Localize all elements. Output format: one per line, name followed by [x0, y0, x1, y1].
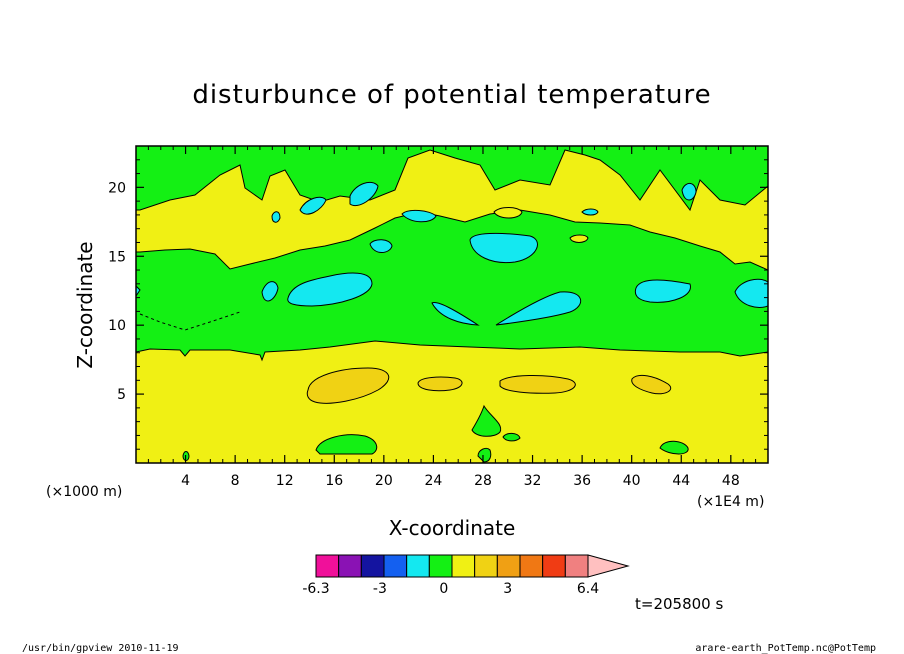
- plot-frame: [135, 145, 769, 464]
- colorbar-arrow: [587, 554, 630, 578]
- contour-region-zero-wave: [136, 146, 768, 212]
- y-tick-label: 10: [108, 318, 126, 334]
- contour-cell-green: [471, 404, 502, 437]
- y-ticks: 5 10 15 20: [108, 159, 768, 450]
- x-tick-label: 16: [325, 473, 343, 489]
- contour-cell-green: [659, 440, 689, 455]
- colorbar-tick-label: 6.4: [577, 581, 599, 597]
- colorbar-swatch: [496, 554, 521, 578]
- contour-cell-cyan: [369, 239, 393, 253]
- contour-cell-cyan: [271, 211, 281, 223]
- x-unit-right: (×1E4 m): [697, 494, 764, 510]
- colorbar-swatch: [474, 554, 498, 578]
- x-tick-label: 40: [623, 473, 641, 489]
- contour-cell-cyan: [349, 181, 379, 206]
- x-tick-label: 32: [524, 473, 542, 489]
- contour-cell-cyan: [581, 208, 599, 216]
- colorbar-swatch: [383, 554, 408, 578]
- x-tick-label: 8: [231, 473, 240, 489]
- contour-dashed: [139, 311, 241, 331]
- colorbar-swatch: [519, 554, 544, 578]
- x-tick-label: 48: [722, 473, 740, 489]
- y-tick-label: 15: [108, 249, 126, 265]
- contour-cell-cyan: [634, 279, 691, 303]
- contour-cell-cyan: [431, 302, 480, 326]
- x-ticks: 4 8 12 16 20 24 28 32 36 40 44 48: [147, 146, 757, 489]
- contour-cell-cyan: [401, 209, 437, 223]
- x-tick-label: 28: [474, 473, 492, 489]
- y-tick-label: 5: [117, 387, 126, 403]
- plot-area: [135, 145, 769, 464]
- footer-left: /usr/bin/gpview 2010-11-19: [22, 643, 179, 654]
- colorbar-swatch: [315, 554, 340, 578]
- contour-cell-cyan: [299, 196, 327, 215]
- contour-cell-cyan: [681, 183, 697, 201]
- contour-cell-cyan: [287, 272, 373, 307]
- contour-cell-orange: [306, 367, 390, 404]
- contour-region-lower-positive: [136, 340, 768, 463]
- contour-cell-orange: [417, 376, 463, 392]
- contour-cell-cyan: [469, 232, 538, 264]
- y-tick-label: 20: [108, 180, 126, 196]
- colorbar-swatch: [360, 554, 385, 578]
- contour-cell-cyan: [495, 291, 581, 326]
- x-axis-label: X-coordinate: [389, 516, 516, 540]
- contour-cell-green: [502, 432, 521, 442]
- contour-cell-orange: [631, 374, 672, 395]
- contour-cell-cyan: [261, 281, 279, 302]
- x-tick-label: 12: [276, 473, 294, 489]
- footer-right: arare-earth_PotTemp.nc@PotTemp: [695, 643, 876, 654]
- contour-cell-green: [315, 434, 378, 455]
- colorbar-swatch: [338, 554, 362, 578]
- colorbar-tick-label: -6.3: [302, 581, 329, 597]
- colorbar-ticks: -6.3 -3 0 3 6.4: [302, 581, 599, 597]
- y-axis-label: Z-coordinate: [73, 241, 97, 368]
- time-label: t=205800 s: [635, 595, 723, 613]
- colorbar: [315, 554, 630, 578]
- contour-cell-green: [477, 447, 492, 463]
- contour-cell-yellow: [569, 234, 589, 243]
- x-tick-label: 4: [181, 473, 190, 489]
- contour-cell-orange: [499, 374, 576, 394]
- x-tick-label: 20: [375, 473, 393, 489]
- colorbar-tick-label: -3: [373, 581, 387, 597]
- chart-title: disturbunce of potential temperature: [192, 80, 711, 110]
- colorbar-swatch: [542, 554, 566, 578]
- colorbar-swatch: [406, 554, 430, 578]
- x-tick-label: 24: [424, 473, 442, 489]
- x-tick-label: 44: [672, 473, 690, 489]
- colorbar-tick-label: 3: [503, 581, 512, 597]
- colorbar-swatch: [564, 554, 589, 578]
- colorbar-swatch: [451, 554, 476, 578]
- x-tick-label: 36: [573, 473, 591, 489]
- contour-cell-cyan: [136, 285, 141, 297]
- colorbar-tick-label: 0: [439, 581, 448, 597]
- colorbar-swatch: [428, 554, 453, 578]
- x-unit-left: (×1000 m): [46, 484, 122, 500]
- contour-cell-cyan: [734, 278, 768, 308]
- contour-cell-yellow: [493, 207, 523, 219]
